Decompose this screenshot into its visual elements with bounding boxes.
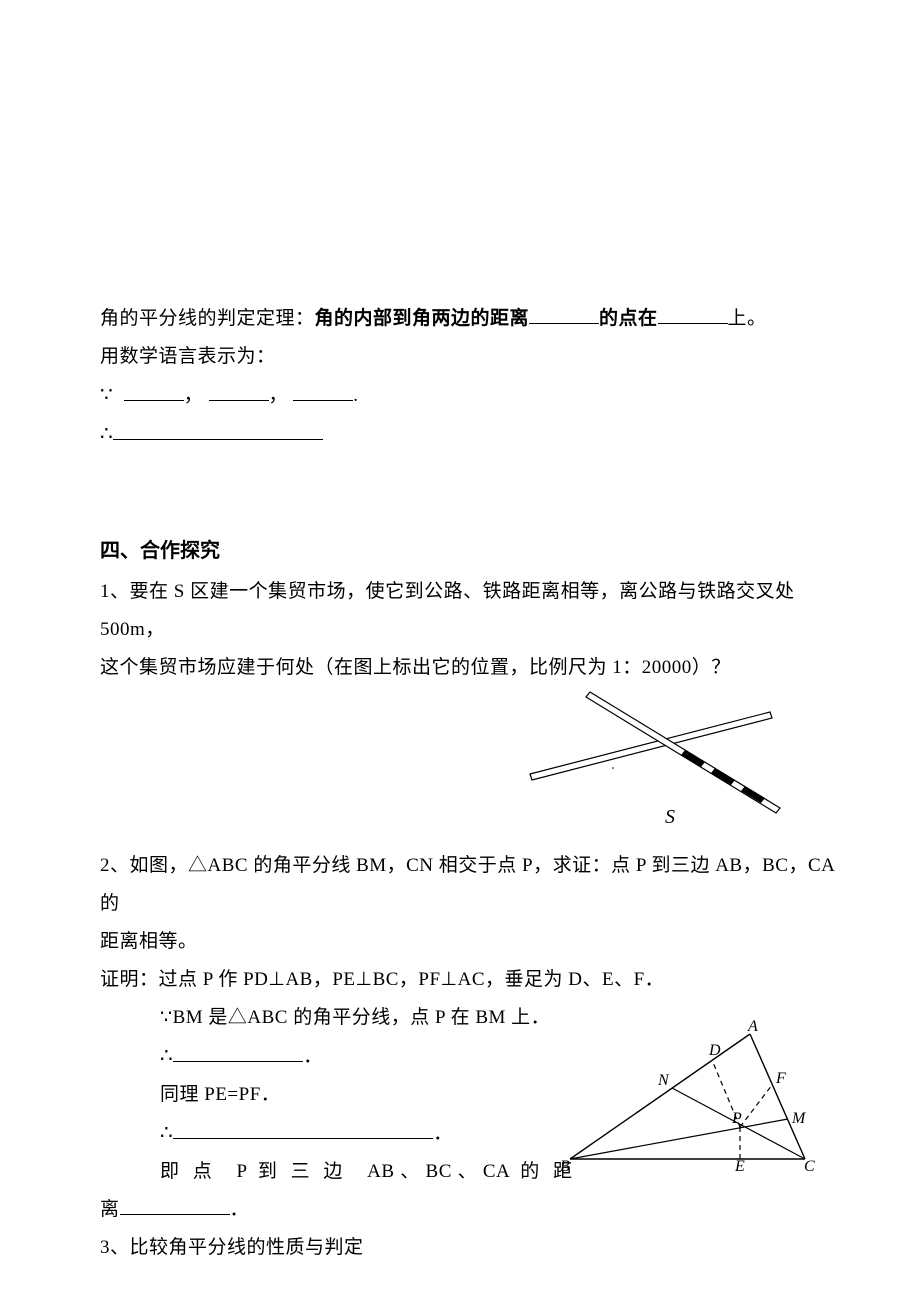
text: 用数学语言表示为： [100,346,276,367]
text: 四、合作探究 [100,540,220,562]
period: ． [303,1046,323,1067]
text-bold: 的点在 [599,308,658,329]
label-P: P [731,1110,742,1127]
period: ． [230,1199,250,1220]
text: 1、要在 S 区建一个集贸市场，使它到公路、铁路距离相等，离公路与铁路交叉处 5… [100,581,795,640]
figure-triangle: A B C D E F M N P [560,1019,820,1174]
section-4-title: 四、合作探究 [100,534,840,563]
therefore-symbol: ∴ [160,1045,173,1067]
blank [173,1117,433,1139]
blank [658,302,728,324]
comma: ， [269,385,289,406]
because-symbol: ∵ [100,384,113,406]
text: 到三边 [258,1161,356,1182]
roads-svg: S [520,680,790,830]
perpendiculars [712,1060,772,1159]
blank [209,379,269,401]
text: P [237,1161,247,1182]
label-M: M [791,1110,807,1127]
because-line: ∵ ， ， . [100,376,840,415]
q2-proof-l1: 证明：过点 P 作 PD⊥AB，PE⊥BC，PF⊥AC，垂足为 D、E、F． [100,961,840,999]
text: 上。 [728,308,767,329]
blank [529,302,599,324]
text: 同理 PE=PF． [160,1084,280,1105]
label-A: A [747,1019,758,1035]
text: 证明：过点 P 作 PD⊥AB，PE⊥BC，PF⊥AC，垂足为 D、E、F． [100,969,664,990]
cevians [570,1088,805,1159]
q2-proof-l6: 即点 P 到三边 AB、BC、CA 的距 [100,1153,580,1191]
therefore-line: ∴ [100,415,840,454]
blank-bold [113,418,323,440]
blank [120,1193,230,1215]
q3: 3、比较角平分线的性质与判定 [100,1229,840,1267]
label-S: S [665,806,675,828]
text: 2、如图，△ABC 的角平分线 BM，CN 相交于点 P，求证：点 P 到三边 … [100,855,834,914]
period: ． [433,1123,453,1144]
label-F: F [775,1070,786,1087]
label-D: D [708,1042,721,1059]
math-expr-intro: 用数学语言表示为： [100,338,840,376]
text: 即点 [160,1161,226,1182]
content-area: 角的平分线的判定定理：角的内部到角两边的距离 的点在 上。 用数学语言表示为： ∵ … [100,300,840,1267]
triangle-svg: A B C D E F M N P [560,1019,820,1174]
q2-proof-l7: 离． [100,1191,840,1229]
text: 离 [100,1199,120,1220]
text: 这个集贸市场应建于何处（在图上标出它的位置，比例尺为 1：20000）？ [100,657,731,678]
figure-roads: S [520,680,790,830]
label-N: N [657,1072,670,1089]
text: 3、比较角平分线的性质与判定 [100,1237,364,1258]
text: 角的平分线的判定定理： [100,308,315,329]
text-bold: 角的内部到角两边的距离 [315,308,530,329]
text: ∵BM 是△ABC 的角平分线，点 P 在 BM 上． [160,1007,550,1028]
blank [173,1040,303,1062]
page: 角的平分线的判定定理：角的内部到角两边的距离 的点在 上。 用数学语言表示为： ∵ … [0,0,920,1300]
therefore-symbol: ∴ [100,423,113,445]
label-C: C [804,1158,815,1174]
label-E: E [734,1158,745,1174]
q2-line1: 2、如图，△ABC 的角平分线 BM，CN 相交于点 P，求证：点 P 到三边 … [100,847,840,923]
period: . [353,385,358,406]
q2-line2: 距离相等。 [100,923,840,961]
theorem-line: 角的平分线的判定定理：角的内部到角两边的距离 的点在 上。 [100,300,840,338]
q2-body-wrap: ∵BM 是△ABC 的角平分线，点 P 在 BM 上． ∴ ． 同理 PE=PF．… [100,999,840,1229]
therefore-symbol: ∴ [160,1122,173,1144]
q1-line1: 1、要在 S 区建一个集贸市场，使它到公路、铁路距离相等，离公路与铁路交叉处 5… [100,573,840,649]
road-1 [530,712,772,780]
label-B: B [560,1158,570,1174]
blank [124,379,184,401]
text: 距离相等。 [100,931,198,952]
text: AB、BC、CA [367,1161,509,1182]
comma: ， [184,385,204,406]
blank [293,379,353,401]
